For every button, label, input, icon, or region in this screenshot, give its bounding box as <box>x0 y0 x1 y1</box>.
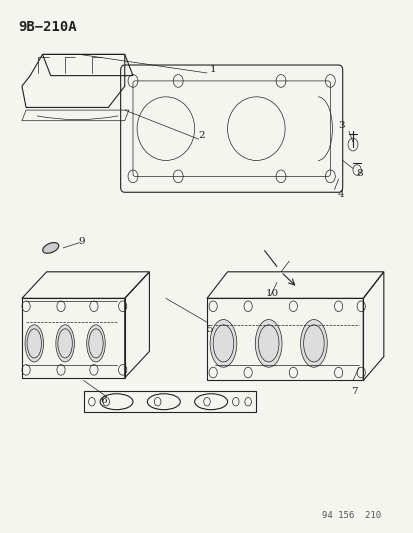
Text: 6: 6 <box>100 395 107 405</box>
Text: 2: 2 <box>198 131 205 140</box>
Text: 9: 9 <box>78 237 85 246</box>
Ellipse shape <box>43 243 59 253</box>
Ellipse shape <box>25 325 43 362</box>
Text: 7: 7 <box>350 386 357 395</box>
Text: 94 156  210: 94 156 210 <box>321 511 380 520</box>
Text: 9B−210A: 9B−210A <box>18 20 76 34</box>
Ellipse shape <box>56 325 74 362</box>
Text: 10: 10 <box>265 288 278 297</box>
Ellipse shape <box>86 325 105 362</box>
Ellipse shape <box>209 319 236 367</box>
Ellipse shape <box>255 319 281 367</box>
Text: 5: 5 <box>205 325 212 334</box>
Text: 1: 1 <box>209 64 216 74</box>
Text: 4: 4 <box>337 190 343 199</box>
Ellipse shape <box>300 319 327 367</box>
Text: 8: 8 <box>356 168 363 177</box>
Text: 3: 3 <box>338 122 344 131</box>
